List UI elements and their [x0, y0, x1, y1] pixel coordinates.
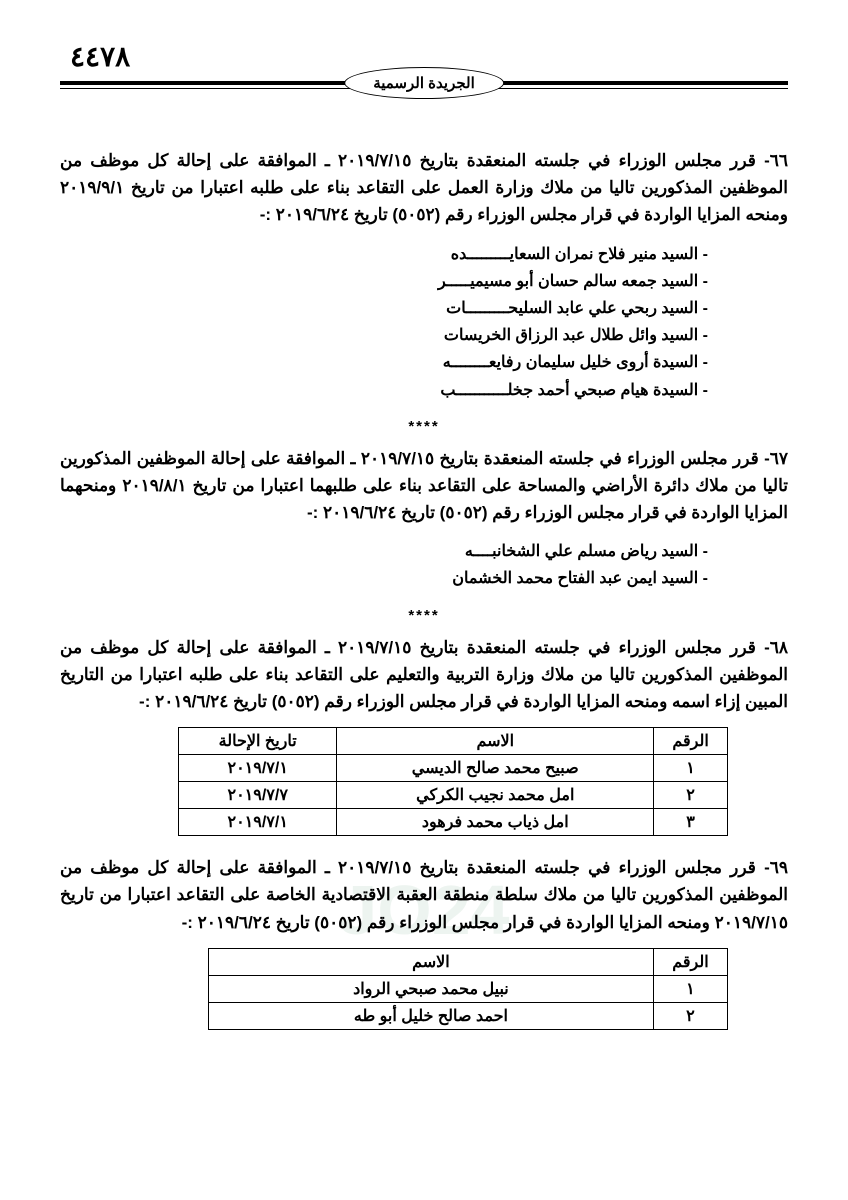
td-num: ١ — [653, 975, 727, 1002]
table-row: ٣ امل ذياب محمد فرهود ٢٠١٩/٧/١ — [179, 809, 728, 836]
item-text: قرر مجلس الوزراء في جلسته المنعقدة بتاري… — [60, 858, 788, 931]
item-text: قرر مجلس الوزراء في جلسته المنعقدة بتاري… — [60, 449, 788, 522]
td-name: نبيل محمد صبحي الرواد — [209, 975, 654, 1002]
decree-item-67: ٦٧- قرر مجلس الوزراء في جلسته المنعقدة ب… — [60, 445, 788, 527]
td-date: ٢٠١٩/٧/١ — [179, 755, 337, 782]
gazette-title: الجريدة الرسمية — [344, 67, 504, 99]
table-row: ٢ امل محمد نجيب الكركي ٢٠١٩/٧/٧ — [179, 782, 728, 809]
names-list-66: السيد منير فلاح نمران السعايـــــــــده … — [60, 241, 708, 404]
th-date: تاريخ الإحالة — [179, 728, 337, 755]
td-name: امل محمد نجيب الكركي — [337, 782, 654, 809]
th-name: الاسم — [209, 948, 654, 975]
td-name: صبيح محمد صالح الديسي — [337, 755, 654, 782]
td-date: ٢٠١٩/٧/١ — [179, 809, 337, 836]
retirement-table-68: الرقم الاسم تاريخ الإحالة ١ صبيح محمد صا… — [178, 727, 728, 836]
header-divider: الجريدة الرسمية — [60, 81, 788, 117]
separator: **** — [60, 607, 788, 624]
item-text: قرر مجلس الوزراء في جلسته المنعقدة بتاري… — [60, 151, 788, 224]
decree-item-68: ٦٨- قرر مجلس الوزراء في جلسته المنعقدة ب… — [60, 634, 788, 716]
name-row: السيدة هيام صبحي أحمد جخلـــــــــــب — [60, 377, 708, 404]
name-row: السيدة أروى خليل سليمان رفايعــــــــه — [60, 349, 708, 376]
names-list-67: السيد رياض مسلم علي الشخانبــــه السيد ا… — [60, 538, 708, 592]
name-row: السيد رياض مسلم علي الشخانبــــه — [60, 538, 708, 565]
td-num: ١ — [654, 755, 728, 782]
table-row: ١ نبيل محمد صبحي الرواد — [209, 975, 728, 1002]
separator: **** — [60, 418, 788, 435]
name-row: السيد ايمن عبد الفتاح محمد الخشمان — [60, 565, 708, 592]
decree-item-66: ٦٦- قرر مجلس الوزراء في جلسته المنعقدة ب… — [60, 147, 788, 229]
table-row: ١ صبيح محمد صالح الديسي ٢٠١٩/٧/١ — [179, 755, 728, 782]
td-num: ٣ — [654, 809, 728, 836]
td-num: ٢ — [653, 1002, 727, 1029]
name-row: السيد منير فلاح نمران السعايـــــــــده — [60, 241, 708, 268]
th-num: الرقم — [653, 948, 727, 975]
name-row: السيد جمعه سالم حسان أبو مسيميـــــر — [60, 268, 708, 295]
item-number: ٦٦- — [764, 151, 788, 170]
td-date: ٢٠١٩/٧/٧ — [179, 782, 337, 809]
decree-item-69: ٦٩- قرر مجلس الوزراء في جلسته المنعقدة ب… — [60, 854, 788, 936]
td-name: امل ذياب محمد فرهود — [337, 809, 654, 836]
item-number: ٦٨- — [764, 638, 788, 657]
th-num: الرقم — [654, 728, 728, 755]
item-text: قرر مجلس الوزراء في جلسته المنعقدة بتاري… — [60, 638, 788, 711]
th-name: الاسم — [337, 728, 654, 755]
item-number: ٦٧- — [764, 449, 788, 468]
table-row: ٢ احمد صالح خليل أبو طه — [209, 1002, 728, 1029]
item-number: ٦٩- — [764, 858, 788, 877]
name-row: السيد وائل طلال عبد الرزاق الخريسات — [60, 322, 708, 349]
retirement-table-69: الرقم الاسم ١ نبيل محمد صبحي الرواد ٢ اح… — [208, 948, 728, 1030]
td-name: احمد صالح خليل أبو طه — [209, 1002, 654, 1029]
name-row: السيد ربحي علي عابد السليحـــــــــات — [60, 295, 708, 322]
td-num: ٢ — [654, 782, 728, 809]
